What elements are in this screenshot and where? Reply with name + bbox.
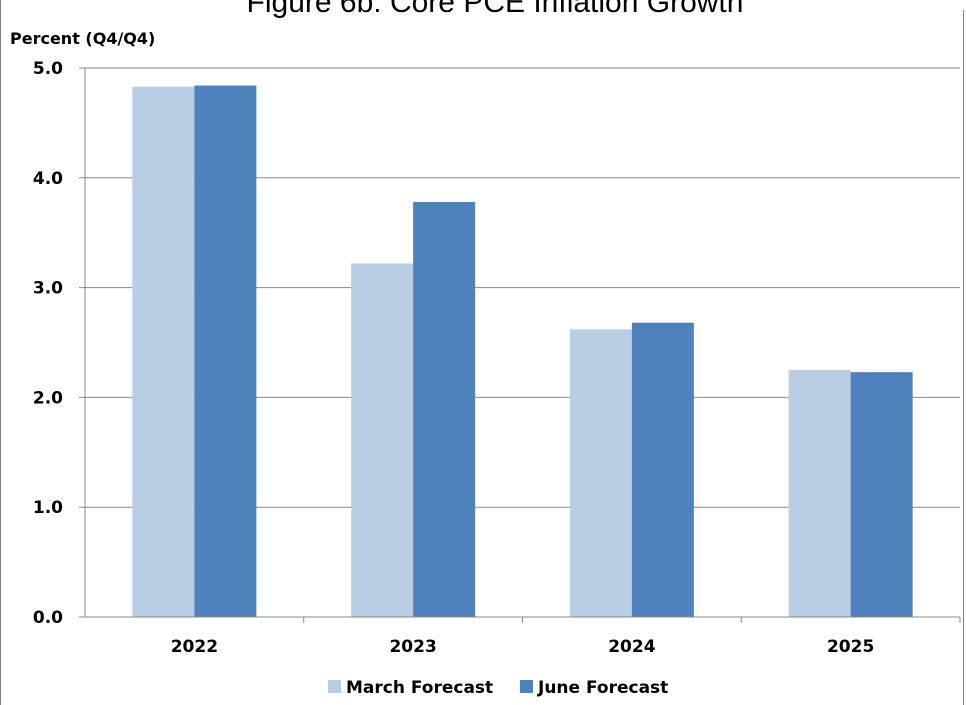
axes: 0.0 1.0 2.0 3.0 4.0 5.0 2022 2023 2024 2025 <box>33 59 961 657</box>
x-tick-label: 2022 <box>171 637 218 657</box>
y-tick-label: 5.0 <box>33 59 63 79</box>
y-axis-label: Percent (Q4/Q4) <box>10 29 155 48</box>
x-tick-label: 2025 <box>827 637 874 657</box>
bar-june-forecast-2023 <box>413 201 476 617</box>
legend-label: June Forecast <box>537 678 668 698</box>
x-tick-label: 2024 <box>608 637 655 657</box>
bar-june-forecast-2024 <box>631 322 694 617</box>
y-tick-label: 0.0 <box>33 608 63 628</box>
bar-march-forecast-2023 <box>351 263 414 617</box>
bars <box>132 85 913 618</box>
chart-title: Figure 6b: Core PCE Inflation Growth <box>247 0 744 19</box>
legend-swatch <box>520 680 533 693</box>
legend: March Forecast June Forecast <box>328 678 668 698</box>
x-tick-label: 2023 <box>389 637 436 657</box>
y-tick-label: 2.0 <box>33 388 63 408</box>
y-tick-label: 1.0 <box>33 498 63 518</box>
legend-swatch <box>328 680 341 693</box>
bar-march-forecast-2022 <box>132 86 195 617</box>
bar-june-forecast-2022 <box>194 85 257 618</box>
bar-june-forecast-2025 <box>850 372 913 617</box>
legend-label: March Forecast <box>346 678 493 698</box>
bar-march-forecast-2024 <box>569 329 632 617</box>
y-tick-label: 3.0 <box>33 279 63 299</box>
bar-march-forecast-2025 <box>788 369 851 617</box>
y-tick-label: 4.0 <box>33 169 63 189</box>
